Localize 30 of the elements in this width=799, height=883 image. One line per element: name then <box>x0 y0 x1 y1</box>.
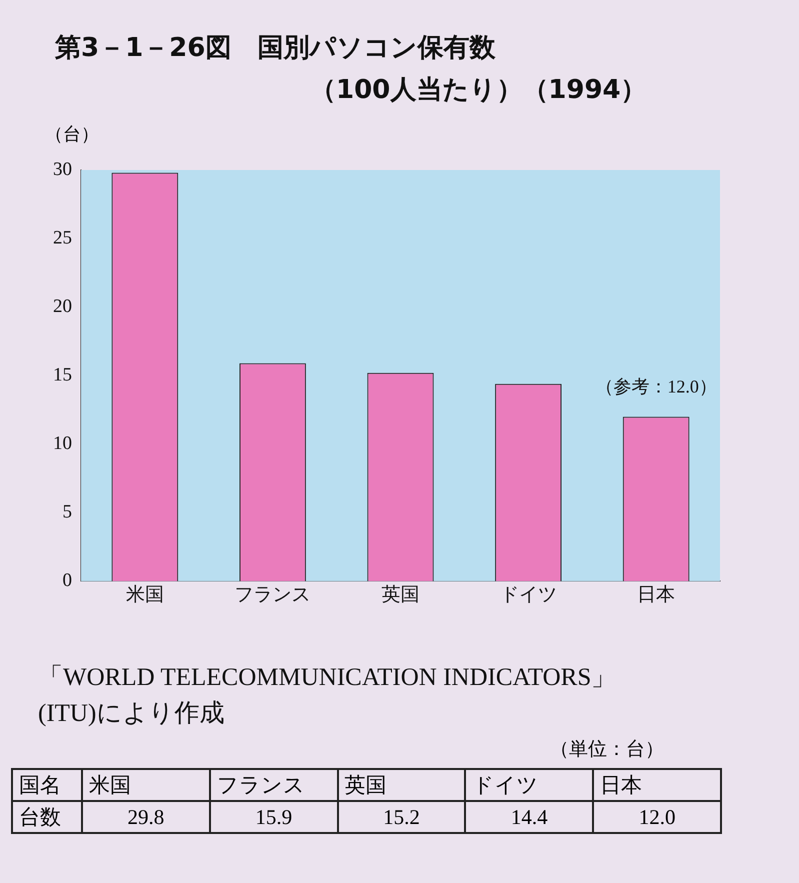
data-label: 15.9 <box>210 801 338 833</box>
x-tick-label: 日本 <box>637 584 676 606</box>
x-tick-label: ドイツ <box>500 584 557 606</box>
category-label: フランス <box>216 773 305 797</box>
text: 国名 <box>12 769 82 801</box>
chart-title: 第3－1－26図 国別パソコン保有数 <box>55 32 496 65</box>
y-axis-title: （台） <box>45 123 99 146</box>
y-tick-label: 25 <box>53 228 72 249</box>
y-tick-label: 10 <box>53 433 72 454</box>
data-label: 15.2 <box>338 801 466 833</box>
y-tick-label: 5 <box>62 502 72 523</box>
text: 台数 <box>12 801 82 833</box>
data-label: 14.4 <box>465 801 594 833</box>
x-tick-label: 英国 <box>382 584 420 606</box>
y-tick-label: 0 <box>62 570 72 592</box>
data-label: 12.0 <box>593 801 721 833</box>
category-label: 英国 <box>344 773 387 797</box>
category-label: 米国 <box>89 773 131 797</box>
text: 「WORLD TELECOMMUNICATION INDICATORS」(ITU)により作成 <box>38 663 616 729</box>
y-tick-label: 20 <box>53 296 72 318</box>
category-label: ドイツ <box>472 773 538 797</box>
x-tick-label: フランス <box>234 584 311 606</box>
annotation: （参考：12.0） <box>595 376 717 397</box>
y-tick-label: 30 <box>53 158 72 180</box>
chart-subtitle: （100人当たり）（1994） <box>310 74 647 107</box>
y-tick-label: 15 <box>53 364 72 386</box>
data-label: 29.8 <box>82 801 210 833</box>
text: （単位：台） <box>550 738 664 762</box>
x-tick-label: 米国 <box>126 584 164 606</box>
category-label: 日本 <box>600 773 642 797</box>
